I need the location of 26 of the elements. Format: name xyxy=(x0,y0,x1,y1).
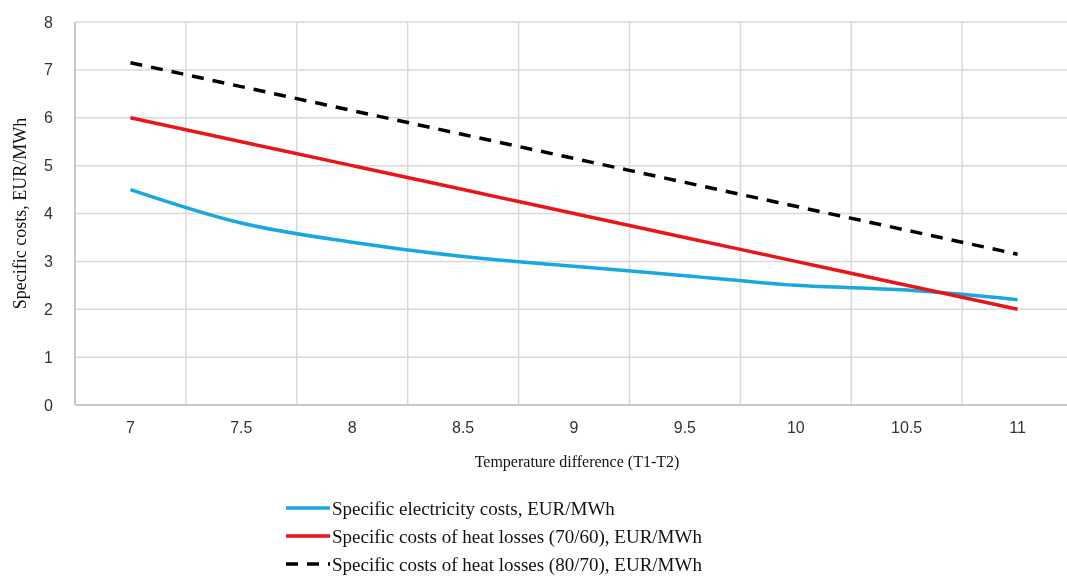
legend-label: Specific electricity costs, EUR/MWh xyxy=(332,497,616,519)
y-tick-label: 0 xyxy=(44,396,54,414)
y-tick-label: 5 xyxy=(44,157,54,175)
y-tick-label: 8 xyxy=(44,13,54,31)
legend-label: Specific costs of heat losses (70/60), EUR/MWh xyxy=(332,525,703,548)
y-tick-label: 4 xyxy=(44,205,54,223)
x-tick-label: 7 xyxy=(125,419,135,436)
x-tick-label: 10 xyxy=(786,419,805,436)
y-tick-label: 1 xyxy=(44,348,54,366)
x-tick-label: 7.5 xyxy=(230,419,253,436)
x-axis-title: Temperature difference (T1-T2) xyxy=(474,453,680,471)
x-tick-label: 8.5 xyxy=(451,419,475,436)
line-series xyxy=(128,116,1020,311)
line-series xyxy=(128,187,1020,302)
line-series xyxy=(128,60,1020,256)
y-tick-label: 7 xyxy=(44,61,54,79)
x-tick-label: 8 xyxy=(347,419,357,436)
y-axis-title: Specific costs, EUR/MWh xyxy=(10,117,30,310)
y-tick-label: 3 xyxy=(44,252,54,270)
x-tick-label: 9.5 xyxy=(673,419,697,436)
y-tick-label: 6 xyxy=(44,109,54,127)
legend-label: Specific costs of heat losses (80/70), EUR/MWh xyxy=(332,553,703,576)
x-tick-label: 11 xyxy=(1009,419,1026,436)
y-tick-label: 2 xyxy=(44,300,54,318)
x-tick-label: 9 xyxy=(569,419,579,436)
x-tick-label: 10.5 xyxy=(891,419,923,436)
